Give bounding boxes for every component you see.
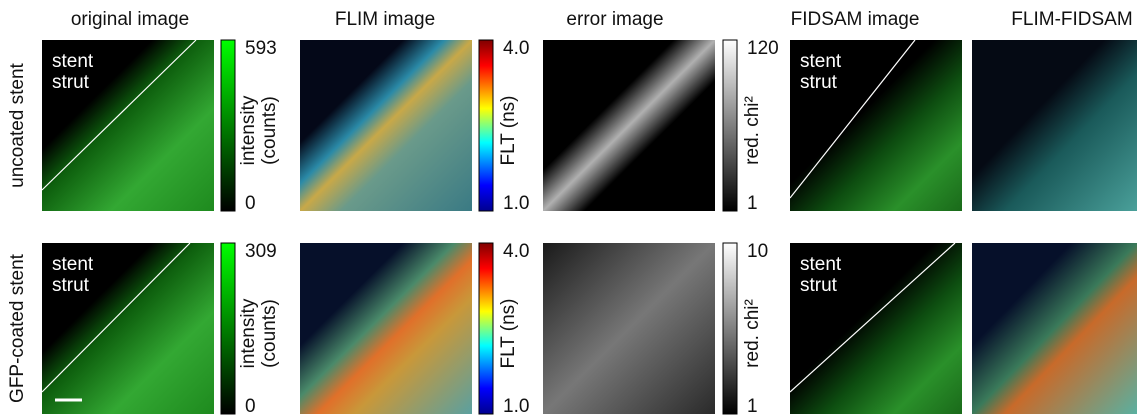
- colorbar-max: 120: [747, 38, 779, 59]
- colorbar-min: 0: [245, 396, 256, 417]
- column-header: original image: [71, 9, 189, 30]
- figure: original image FLIM image error image FIDSA…: [0, 0, 1137, 419]
- colorbar-title: red. chi²: [742, 299, 763, 368]
- colorbar-title-line: (counts): [259, 299, 280, 368]
- image-panel: [300, 40, 472, 211]
- colorbar-title: FLT (ns): [498, 298, 519, 368]
- annotation-line: strut: [52, 72, 90, 93]
- colorbar-max: 4.0: [503, 38, 529, 59]
- colorbar-min: 1.0: [503, 193, 529, 214]
- image-panel: [972, 40, 1137, 211]
- colorbar: [723, 243, 737, 414]
- colorbar-max: 10: [747, 241, 768, 262]
- image-panel: [543, 243, 715, 414]
- colorbar: [479, 40, 493, 211]
- colorbar: [221, 243, 235, 414]
- column-header: FLIM image: [335, 9, 435, 30]
- annotation-line: stent: [800, 51, 842, 72]
- colorbar-title: FLT (ns): [498, 95, 519, 165]
- row-label: GFP-coated stent: [7, 253, 28, 403]
- colorbar-title: intensity(counts): [238, 95, 280, 165]
- colorbar-title: intensity(counts): [238, 298, 280, 368]
- colorbar-max: 4.0: [503, 241, 529, 262]
- colorbar-max: 593: [245, 38, 277, 59]
- image-panel: [300, 243, 472, 414]
- annotation-line: strut: [800, 72, 838, 93]
- colorbar-min: 0: [245, 193, 256, 214]
- annotation-line: stent: [52, 254, 94, 275]
- colorbar-title: red. chi²: [742, 96, 763, 165]
- annotation-line: stent: [52, 51, 94, 72]
- colorbar-title-line: (counts): [259, 96, 280, 165]
- image-panel: [543, 40, 715, 211]
- colorbar-title-line: intensity: [238, 95, 259, 165]
- colorbar: [479, 243, 493, 414]
- colorbar-min: 1: [747, 193, 758, 214]
- annotation-line: strut: [800, 275, 838, 296]
- column-header: FLIM-FIDSAM: [1011, 9, 1132, 30]
- colorbar-min: 1: [747, 396, 758, 417]
- row-label: uncoated stent: [7, 62, 28, 187]
- colorbar: [221, 40, 235, 211]
- column-header: FIDSAM image: [791, 9, 920, 30]
- image-panel: [972, 243, 1137, 414]
- colorbar-title-line: intensity: [238, 298, 259, 368]
- colorbar-min: 1.0: [503, 396, 529, 417]
- annotation-line: stent: [800, 254, 842, 275]
- colorbar-max: 309: [245, 241, 277, 262]
- column-header: error image: [566, 9, 663, 30]
- annotation-line: strut: [52, 275, 90, 296]
- colorbar: [723, 40, 737, 211]
